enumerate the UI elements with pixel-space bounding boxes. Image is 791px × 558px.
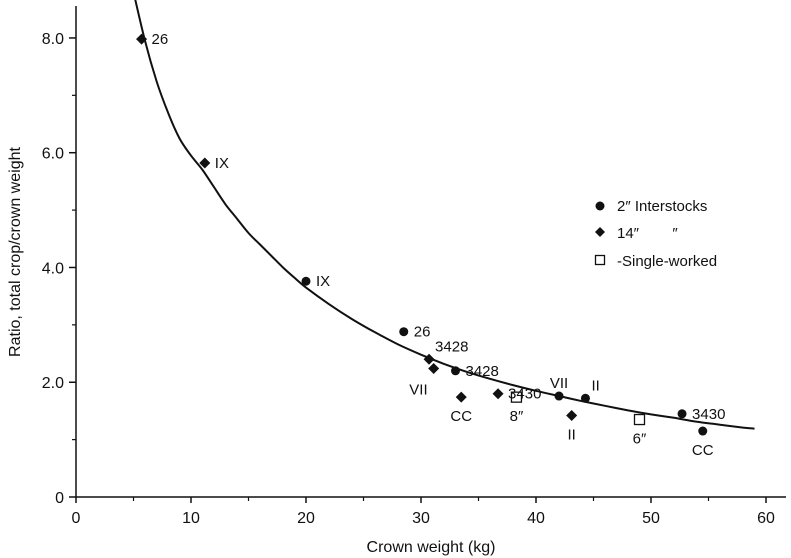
data-point-diamond: [492, 388, 504, 400]
data-point-circle: [554, 391, 564, 401]
data-point-label: VII: [550, 375, 568, 392]
data-point-label: IX: [316, 273, 330, 290]
y-tick-label: 4.0: [42, 260, 64, 277]
data-point-diamond: [423, 353, 435, 365]
x-axis-title: Crown weight (kg): [367, 539, 496, 556]
fitted-curve: [134, 0, 755, 430]
data-point-label: 8″: [510, 408, 524, 425]
legend-label: -Single-worked: [617, 253, 717, 270]
data-point-circle: [451, 366, 460, 376]
data-point-label: 3430: [508, 386, 541, 403]
data-point-open-square: [633, 413, 646, 426]
data-point-label: II: [591, 377, 599, 394]
y-tick-label: 6.0: [42, 146, 64, 163]
legend-item-interstocks-2: 2″ Interstocks: [595, 198, 707, 215]
data-point-label: VII: [409, 381, 427, 398]
data-points: [136, 33, 708, 436]
data-point-label: 26: [152, 31, 169, 48]
x-tick-label: 0: [72, 510, 81, 527]
legend-item-interstocks-14: 14″ ″: [595, 225, 678, 242]
y-axis-title: Ratio, total crop/crown weight: [7, 147, 24, 357]
data-point-label: 3428: [435, 338, 468, 355]
data-point-diamond: [199, 157, 211, 169]
data-point-label: 3428: [466, 363, 499, 380]
data-point-diamond: [566, 410, 578, 422]
x-tick-label: 50: [642, 510, 660, 527]
x-tick-label: 40: [527, 510, 545, 527]
legend-open-square-marker: [594, 254, 606, 266]
y-ticks: 0 2.0 4.0 6.0 8.0: [42, 31, 76, 507]
data-point-circle: [580, 393, 590, 403]
data-point-label: CC: [692, 442, 714, 459]
data-point-open-square: [510, 391, 523, 403]
data-point-label: CC: [450, 408, 472, 425]
legend-circle-marker: [595, 201, 605, 211]
data-point-circle: [698, 426, 708, 436]
data-point-diamond: [136, 33, 148, 45]
legend-label: 2″ Interstocks: [617, 198, 707, 215]
data-point-circle: [301, 276, 311, 286]
legend-label: 14″ ″: [617, 225, 678, 242]
data-point-diamond: [455, 391, 467, 403]
y-tick-label: 8.0: [42, 31, 64, 48]
data-point-label: 6″: [633, 431, 647, 448]
data-point-circle: [677, 409, 687, 419]
data-point-diamond: [428, 362, 440, 374]
data-point-label: 26: [414, 324, 431, 341]
legend: 2″ Interstocks 14″ ″ -Single-worked: [594, 198, 717, 270]
y-tick-label: 2.0: [42, 375, 64, 392]
x-tick-label: 30: [412, 510, 430, 527]
legend-item-single-worked: -Single-worked: [594, 253, 717, 270]
x-ticks: 0 10 20 30 40 50 60: [72, 497, 775, 527]
data-point-label: 3430: [692, 406, 725, 423]
legend-diamond-marker: [595, 227, 605, 237]
x-tick-label: 20: [297, 510, 315, 527]
data-point-circle: [399, 327, 409, 337]
y-tick-label: 0: [55, 490, 64, 507]
x-tick-label: 10: [182, 510, 200, 527]
data-point-label: II: [567, 427, 575, 444]
x-tick-label: 60: [757, 510, 775, 527]
data-point-label: IX: [215, 155, 229, 172]
